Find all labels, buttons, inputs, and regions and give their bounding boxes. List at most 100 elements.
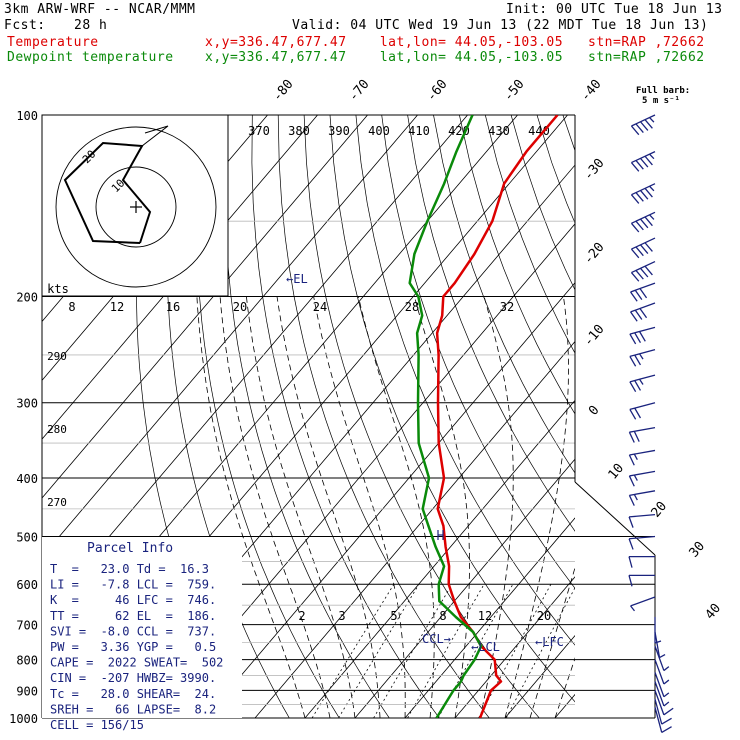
wind-barb-flag [628,431,635,443]
dry-adiabat-line [329,115,575,703]
parcel-info-row: CAPE = 2022 SWEAT= 502 [50,656,223,670]
wind-barb-shaft [629,326,656,335]
wind-barb-half-flag [649,214,655,220]
pressure-label: 200 [16,291,38,305]
mixing-ratio-line [338,583,420,718]
dewpoint-legend: Dewpoint temperature [7,50,174,65]
wind-barb-shaft [654,681,665,707]
wind-barb-shaft [629,374,656,383]
forecast-label: Fcst: [4,18,46,33]
dry-adiabat-line [484,115,575,354]
wind-barb [654,659,670,685]
wind-barb-flag [635,246,644,257]
wind-barb [628,427,656,443]
wind-barb-flag [628,454,635,466]
parcel-info-row: T = 23.0 Td = 16.3 [50,562,209,576]
wind-barb [628,535,656,550]
theta-label: 430 [488,124,510,138]
wind-barb-flag [628,538,634,550]
mixing-ratio-label-upper: 8 [68,300,75,314]
pressure-label: 1000 [9,712,38,726]
wind-barb-flag [634,407,642,419]
wind-barb-shaft [630,282,656,293]
wind-barb-half-flag [654,640,662,644]
dry-adiabat-line [666,115,740,718]
mixing-ratio-label-upper: 32 [500,300,514,314]
parcel-info-row: CELL = 156/15 [50,718,144,732]
lfc-annotation: ←LFC [535,635,564,649]
wind-barb-shaft [654,631,661,658]
wind-barb-half-flag [639,378,644,385]
wind-barb [630,260,656,282]
wind-barb-half-flag [649,185,655,192]
dry-adiabat-line [277,115,490,718]
parcel-info-row: TT = 62 EL = 186. [50,609,216,623]
mixing-ratio-label-lower: 20 [537,609,551,623]
wind-barb [630,237,656,259]
parcel-info-row: CIN = -207 HWBZ= 3990. [50,671,216,685]
wind-barb-half-flag [633,474,638,481]
wind-barb-half-flag [630,605,636,612]
isotherm-line [454,576,575,718]
mixing-ratio-label-upper: 12 [110,300,124,314]
wind-barb-shaft [629,427,656,433]
isotherm-label: -20 [581,240,608,268]
wind-barb [654,631,666,659]
wind-barb-shaft [629,535,656,540]
dry-adiabat-line [562,115,575,152]
mixing-ratio-label-lower: 2 [298,609,305,623]
full-barb-value: 5 m s⁻¹ [642,96,680,106]
mixing-ratio-label-upper: 24 [313,300,327,314]
wind-barb [629,326,656,345]
mixing-ratio-line [505,586,575,718]
wind-barb-flag [630,194,640,204]
wind-barb-flag [639,288,648,299]
wind-barb-half-flag [663,692,670,698]
wind-barb-shaft [654,707,663,733]
wind-barb-flag [629,381,637,393]
pressure-label: 300 [16,397,38,411]
wind-barb [630,151,656,172]
isotherm-label: -40 [578,77,605,105]
isotherm-line [605,115,740,718]
moist-adiabat-line [276,296,381,718]
wind-barb-flag [638,331,646,342]
dry-adiabat-line [407,115,575,532]
wind-barb-flag [635,123,644,133]
hodograph-trace-thin [141,125,169,147]
lcl-annotation: ←LCL [471,640,500,654]
wind-barb-half-flag [659,653,666,659]
wind-barb-flag [640,244,649,254]
isotherm-line [42,115,368,499]
dry-adiabat-line [718,115,740,718]
wind-barb-half-flag [633,453,638,460]
isotherm-label: -80 [270,77,297,105]
moist-adiabat-line [479,296,514,718]
wind-barb-flag [639,308,648,319]
wind-barb-half-flag [633,494,638,501]
wind-barb-shaft [629,513,656,518]
wind-barb-shaft [629,470,656,477]
isotherm-label: 10 [606,461,628,483]
wind-barb-flag [634,380,642,391]
kts-label: kts [47,282,69,296]
wind-barb-flag [640,121,649,131]
wind-barb-shaft [631,183,656,196]
wind-barb-flag [628,575,633,587]
theta-label: 410 [408,124,430,138]
wind-barb-shaft [631,151,656,164]
wind-barb [630,114,656,136]
mixing-ratio-label-upper: 28 [405,300,419,314]
wind-barb-flag [630,272,640,282]
wind-barb-flag [634,332,642,343]
wind-barb [629,349,656,367]
wind-barb-flag [635,220,644,231]
wind-barb-flag [640,218,649,229]
isotherm-line [354,458,575,718]
wind-barb-shaft [654,672,665,697]
wind-barb-flag [644,187,653,198]
wind-barb-half-flag [649,153,655,160]
wind-barb [628,449,656,466]
mixing-ratio-line [311,583,395,718]
theta-label: 400 [368,124,390,138]
